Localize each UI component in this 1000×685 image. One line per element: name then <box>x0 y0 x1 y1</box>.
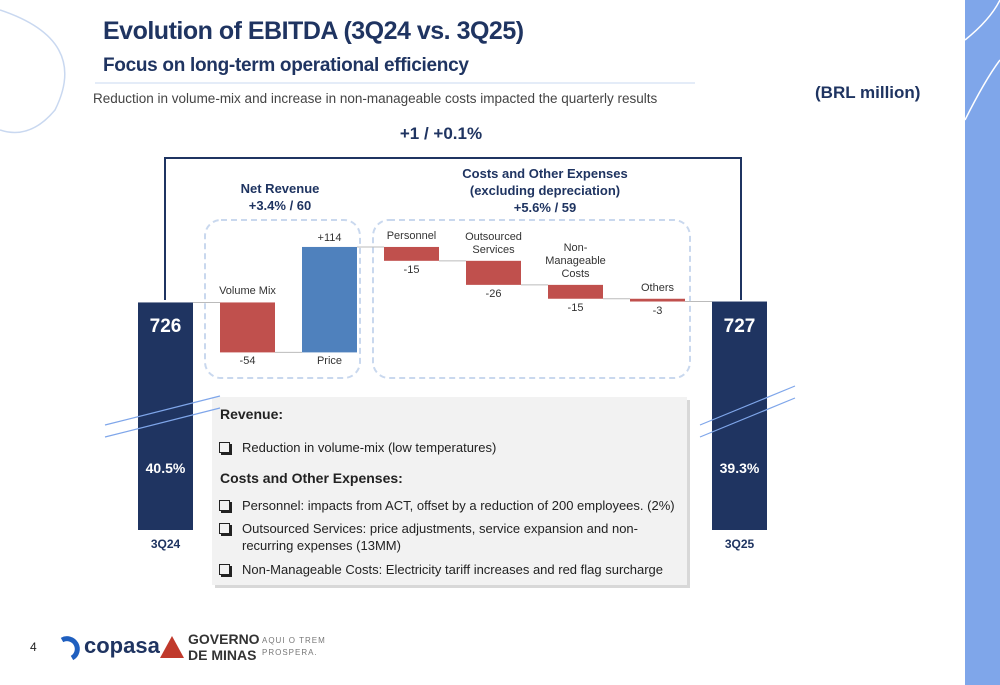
corner-arc <box>0 9 66 134</box>
note-item: Reduction in volume-mix (low temperature… <box>219 439 682 456</box>
note-item: Outsourced Services: price adjustments, … <box>219 520 682 554</box>
slogan: PROSPERA. <box>262 648 318 657</box>
value-label: 727 <box>723 315 756 337</box>
notes-heading: Costs and Other Expenses: <box>220 470 403 486</box>
group-change: +5.6% / 59 <box>513 200 577 215</box>
category-label: 3Q25 <box>724 537 755 551</box>
bar <box>630 298 685 302</box>
notes-heading: Revenue: <box>220 406 284 422</box>
axis-break <box>104 385 796 438</box>
group-title: Costs and Other Expenses (excluding depr… <box>462 166 628 198</box>
category-label: Others <box>640 281 674 294</box>
value-label: -54 <box>239 355 256 368</box>
description: Reduction in volume-mix and increase in … <box>93 91 658 106</box>
notes-box <box>212 397 687 585</box>
page-number: 4 <box>30 640 37 654</box>
revenue-group-box <box>204 219 361 379</box>
minas-icon <box>160 636 184 658</box>
value-label: -15 <box>567 301 584 314</box>
value-label: +114 <box>317 231 342 244</box>
margin-label: 39.3% <box>719 460 760 476</box>
total-bracket <box>164 157 742 300</box>
unit: (BRL million) <box>815 83 921 102</box>
group-change: +3.4% / 60 <box>248 198 312 213</box>
government: DE MINAS <box>188 647 257 663</box>
bar <box>548 284 603 299</box>
value-label: -15 <box>403 263 420 276</box>
category-label: Non-Manageable Costs <box>545 241 606 280</box>
brand: copasa <box>84 633 160 658</box>
category-label: Volume Mix <box>219 285 276 298</box>
bar <box>302 246 357 353</box>
costs-group-box <box>372 219 691 379</box>
value-label: -26 <box>485 287 502 300</box>
category-label: Outsourced Services <box>465 230 522 256</box>
total-change: +1 / +0.1% <box>399 124 483 143</box>
margin-label: 40.5% <box>145 460 186 476</box>
group-title: Net Revenue <box>240 181 320 196</box>
bar <box>384 246 439 261</box>
value-label: 726 <box>149 316 182 338</box>
category-label: 3Q24 <box>150 537 181 551</box>
note-item: Non-Manageable Costs: Electricity tariff… <box>219 561 682 578</box>
copasa-icon <box>60 636 80 661</box>
category-label: Price <box>316 355 343 368</box>
slogan: AQUI O TREM <box>262 636 326 645</box>
bar <box>138 302 193 530</box>
category-label: Personnel <box>386 229 437 242</box>
value-label: -3 <box>652 304 663 317</box>
side-stripe <box>965 0 1000 685</box>
title: Evolution of EBITDA (3Q24 vs. 3Q25) <box>103 17 524 45</box>
government: GOVERNO <box>188 631 260 647</box>
stripe-curve <box>964 0 1000 121</box>
note-item: Personnel: impacts from ACT, offset by a… <box>219 497 682 514</box>
bar <box>466 260 521 285</box>
bar <box>220 302 275 353</box>
subtitle: Focus on long-term operational efficienc… <box>103 55 469 76</box>
